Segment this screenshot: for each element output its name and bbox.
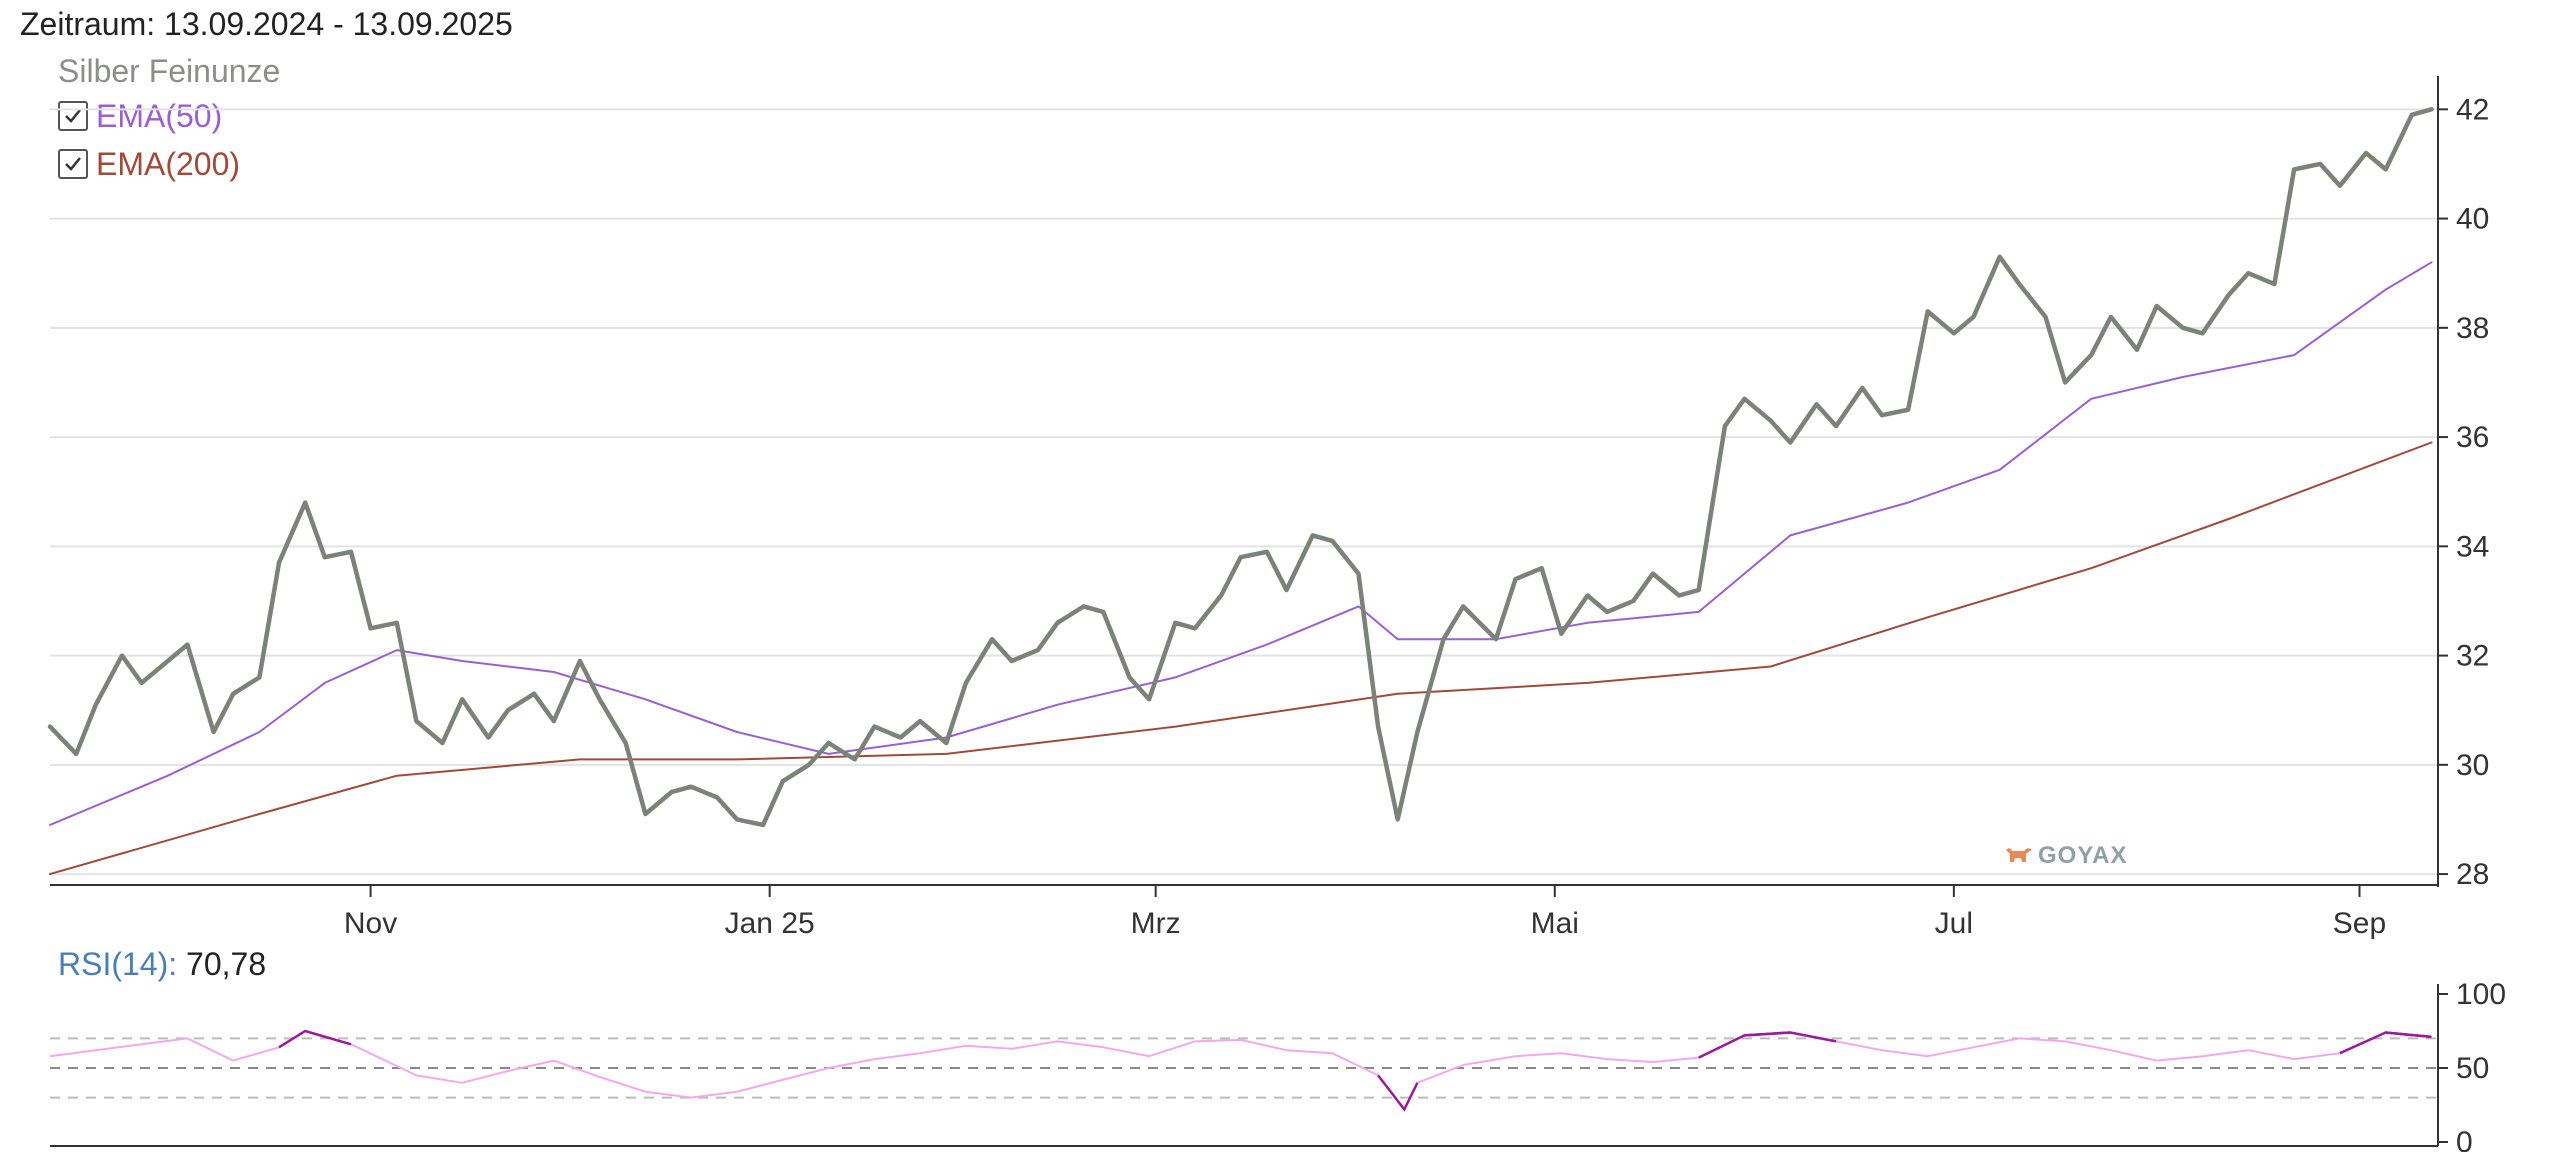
price-axis: 28 30 32 34 36 38 40 42 Nov Jan 25 Mrz Mai Jul Sep (50, 76, 2489, 940)
rsi-series-layer (49, 1029, 2432, 1112)
ema200-line (49, 441, 2433, 876)
price-ytick-label: 28 (2456, 858, 2489, 891)
checkmark-icon (65, 109, 81, 123)
rsi-label: RSI(14): 70,78 (58, 946, 266, 983)
price-xtick-label: Jul (1935, 907, 1973, 940)
checkmark-icon (65, 157, 81, 171)
rsi-name: RSI(14): (58, 946, 178, 982)
rsi-ytick-label: 0 (2456, 1126, 2473, 1152)
price-xtick-label: Mrz (1131, 907, 1181, 940)
legend-toggle-ema50[interactable]: EMA(50) (58, 98, 222, 134)
logo-text: GOYAX (2038, 842, 2128, 869)
price-ytick-label: 32 (2456, 640, 2489, 673)
price-xtick-label: Nov (344, 907, 397, 940)
rsi-extreme-segment (2385, 1031, 2432, 1039)
price-xtick-label: Jan 25 (725, 907, 815, 940)
rsi-ytick-label: 50 (2456, 1052, 2489, 1085)
price-ytick-label: 40 (2456, 203, 2489, 236)
price-ytick-label: 30 (2456, 749, 2489, 782)
rsi-grid (50, 1037, 2438, 1099)
ema200-label: EMA(200) (96, 145, 241, 182)
ema200-checkbox[interactable] (58, 149, 88, 179)
rsi-ytick-label: 100 (2456, 978, 2506, 1011)
series-name-label: Silber Feinunze (58, 53, 281, 89)
price-ytick-label: 38 (2456, 312, 2489, 345)
legend-toggle-ema200[interactable]: EMA(200) (58, 146, 240, 182)
rsi-extreme-segment (1744, 1031, 1837, 1043)
rsi-value: 70,78 (186, 946, 267, 982)
bull-icon (2006, 848, 2032, 862)
ema50-checkbox[interactable] (58, 101, 88, 131)
rsi-extreme-segment (1698, 1031, 1791, 1059)
rsi-extreme-segment (1377, 1074, 1419, 1112)
goyax-logo: GOYAX (2004, 842, 2127, 870)
rsi-axis: 0 50 100 (50, 978, 2506, 1152)
rsi-line (49, 1030, 2432, 1111)
price-ytick-label: 34 (2456, 530, 2489, 563)
ema50-label: EMA(50) (96, 97, 223, 134)
period-label: Zeitraum: 13.09.2024 - 13.09.2025 (20, 6, 513, 42)
price-xtick-label: Sep (2333, 907, 2386, 940)
price-ytick-label: 42 (2456, 93, 2489, 126)
price-series-layer (47, 107, 2434, 876)
price-ytick-label: 36 (2456, 421, 2489, 454)
price-xtick-label: Mai (1531, 907, 1579, 940)
price-grid (50, 108, 2438, 876)
ema50-line (49, 261, 2433, 826)
